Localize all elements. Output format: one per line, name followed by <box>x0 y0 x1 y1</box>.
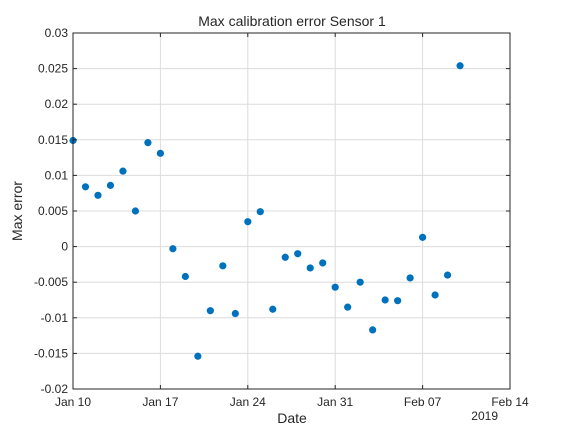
data-point <box>181 272 189 281</box>
data-point <box>281 253 289 261</box>
data-point <box>443 271 452 279</box>
data-point <box>269 305 277 313</box>
axes-frame <box>72 32 511 390</box>
x-axis-year-label: 2019 <box>471 409 498 423</box>
x-tick-label: Feb 14 <box>491 395 529 409</box>
data-point <box>306 264 314 272</box>
y-tick-label: 0.03 <box>45 26 69 40</box>
data-point <box>194 352 202 360</box>
data-point <box>206 307 214 315</box>
y-tick-label: -0.005 <box>34 275 68 289</box>
y-tick-label: 0.005 <box>38 204 68 218</box>
data-point <box>256 208 264 216</box>
data-point <box>406 274 414 282</box>
data-point <box>419 233 427 241</box>
data-point <box>356 278 364 286</box>
data-point <box>169 245 177 253</box>
data-point <box>106 181 115 189</box>
y-tick-labels: -0.02 -0.015 -0.01 -0.005 0 0.005 0.01 0.015 0.0… <box>34 26 68 396</box>
x-tick-label: Jan 10 <box>55 395 91 409</box>
y-tick-label: 0.015 <box>38 133 68 147</box>
data-point <box>94 191 102 199</box>
data-point <box>394 297 402 305</box>
y-axis-label: Max error <box>9 181 25 241</box>
data-point <box>331 283 339 291</box>
data-point <box>231 309 239 318</box>
data-point <box>81 183 90 191</box>
y-tick-label: -0.02 <box>41 382 69 396</box>
y-tick-label: 0.025 <box>38 62 68 76</box>
data-point <box>156 149 164 157</box>
axes-box <box>72 32 511 390</box>
x-tick-labels: Jan 10 Jan 17 Jan 24 Jan 31 Feb 07 Feb 14 <box>55 395 529 409</box>
data-point <box>131 207 140 215</box>
data-point <box>319 259 327 267</box>
data-point <box>219 262 227 270</box>
data-point <box>119 167 127 175</box>
chart-title: Max calibration error Sensor 1 <box>198 13 386 29</box>
y-tick-label: -0.01 <box>41 311 69 325</box>
data-point <box>431 291 439 299</box>
data-point <box>244 218 252 226</box>
y-tick-label: -0.015 <box>34 346 68 360</box>
x-tick-label: Jan 31 <box>317 395 353 409</box>
data-points <box>69 62 464 360</box>
data-point <box>294 250 302 258</box>
x-tick-label: Jan 17 <box>142 395 178 409</box>
data-point <box>456 62 464 70</box>
x-tick-label: Jan 24 <box>230 395 266 409</box>
data-point <box>144 139 152 147</box>
y-tick-label: 0 <box>61 240 68 254</box>
x-tick-label: Feb 07 <box>404 395 442 409</box>
y-tick-label: 0.01 <box>45 168 69 182</box>
x-axis-label: Date <box>277 410 307 426</box>
y-tick-label: 0.02 <box>45 97 69 111</box>
data-point <box>369 326 377 334</box>
data-point <box>381 296 389 304</box>
data-point <box>344 303 352 311</box>
